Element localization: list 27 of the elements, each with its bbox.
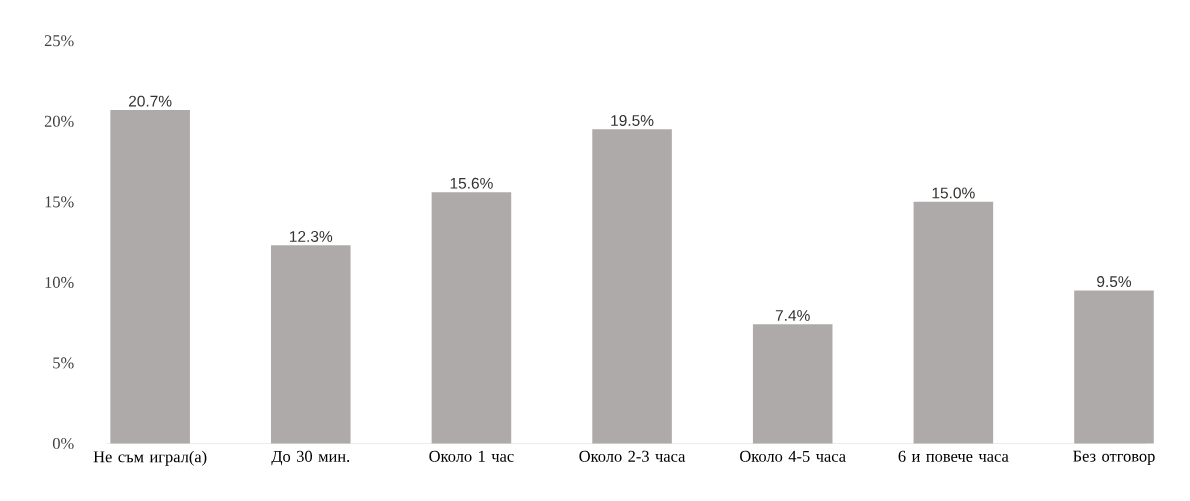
bar (431, 192, 512, 444)
bar (110, 110, 190, 444)
bar (913, 201, 994, 444)
x-tick-label: Не съм играл(а) (93, 450, 207, 466)
data-label: 12.3% (290, 231, 333, 243)
data-label: 19.5% (611, 115, 654, 127)
y-tick-label: 20% (44, 115, 74, 127)
data-label: 15.6% (450, 177, 493, 189)
bar (592, 129, 672, 444)
y-tick-label: 0% (52, 438, 74, 450)
x-tick-label: Около 4-5 часа (740, 450, 846, 462)
y-tick-label: 15% (45, 196, 74, 208)
data-label: 9.5% (1097, 276, 1132, 288)
bar (1074, 290, 1154, 444)
y-tick-label: 25% (44, 35, 74, 47)
x-tick-label: Около 1 час (429, 450, 514, 462)
x-tick-label: Без отговор (1073, 450, 1155, 466)
x-tick-label: 6 и повече часа (898, 450, 1009, 462)
data-label: 20.7% (128, 95, 172, 107)
bar (270, 245, 351, 444)
data-label: 7.4% (775, 310, 810, 321)
y-tick-label: 5% (53, 357, 74, 369)
bar (752, 324, 833, 444)
data-label: 15.0% (932, 187, 975, 199)
x-tick-label: Около 2-3 часа (579, 450, 686, 462)
x-tick-label: До 30 мин. (271, 450, 350, 466)
y-tick-label: 10% (45, 276, 74, 289)
